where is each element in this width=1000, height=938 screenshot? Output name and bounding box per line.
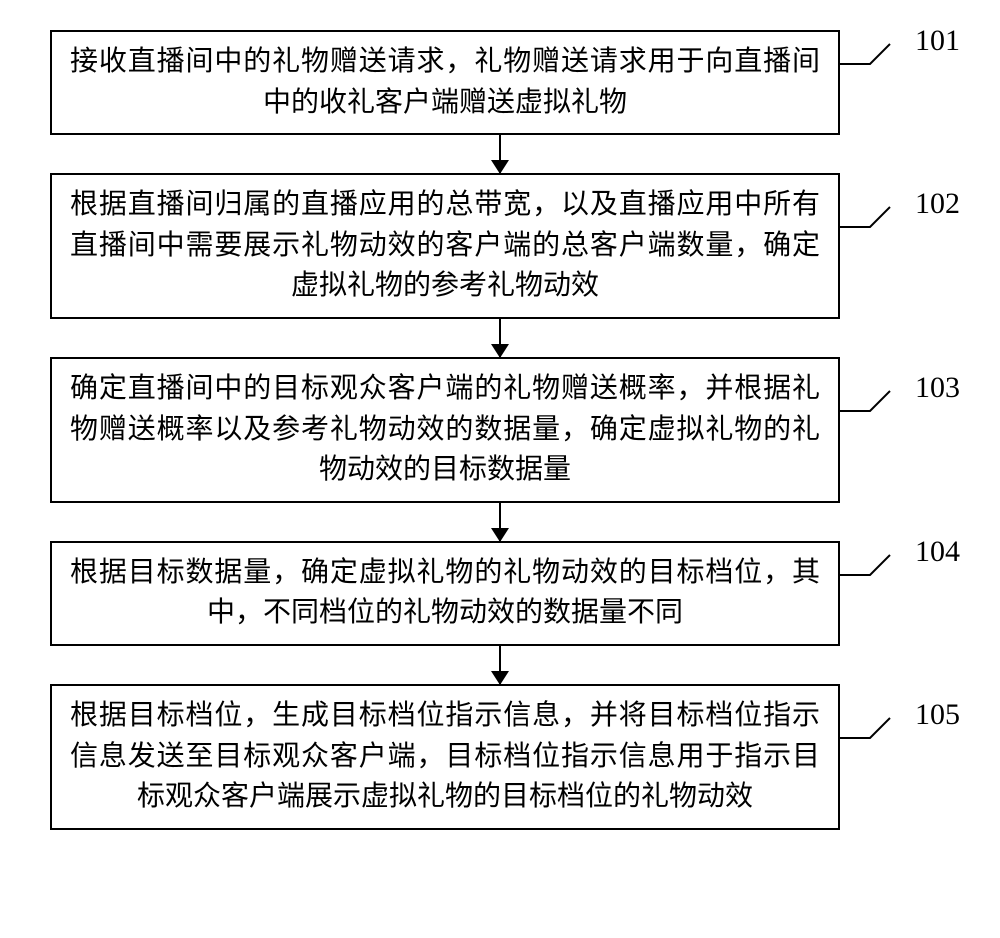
- label-lead-line: [838, 381, 898, 417]
- connector-arrow: [105, 646, 895, 684]
- step-box: 根据直播间归属的直播应用的总带宽，以及直播应用中所有直播间中需要展示礼物动效的客…: [50, 173, 840, 319]
- step-box: 根据目标档位，生成目标档位指示信息，并将目标档位指示信息发送至目标观众客户端，目…: [50, 684, 840, 830]
- step-105: 根据目标档位，生成目标档位指示信息，并将目标档位指示信息发送至目标观众客户端，目…: [50, 684, 950, 830]
- label-lead-line: [838, 197, 898, 233]
- step-label: 102: [915, 187, 960, 221]
- connector-arrow: [105, 135, 895, 173]
- step-box: 接收直播间中的礼物赠送请求，礼物赠送请求用于向直播间中的收礼客户端赠送虚拟礼物: [50, 30, 840, 135]
- step-label: 101: [915, 24, 960, 58]
- step-label: 103: [915, 371, 960, 405]
- step-103: 确定直播间中的目标观众客户端的礼物赠送概率，并根据礼物赠送概率以及参考礼物动效的…: [50, 357, 950, 503]
- step-101: 接收直播间中的礼物赠送请求，礼物赠送请求用于向直播间中的收礼客户端赠送虚拟礼物 …: [50, 30, 950, 135]
- label-lead-line: [838, 34, 898, 70]
- label-lead-line: [838, 545, 898, 581]
- step-label: 104: [915, 535, 960, 569]
- label-lead-line: [838, 708, 898, 744]
- step-102: 根据直播间归属的直播应用的总带宽，以及直播应用中所有直播间中需要展示礼物动效的客…: [50, 173, 950, 319]
- flowchart-container: 接收直播间中的礼物赠送请求，礼物赠送请求用于向直播间中的收礼客户端赠送虚拟礼物 …: [50, 30, 950, 830]
- connector-arrow: [105, 503, 895, 541]
- step-box: 确定直播间中的目标观众客户端的礼物赠送概率，并根据礼物赠送概率以及参考礼物动效的…: [50, 357, 840, 503]
- step-label: 105: [915, 698, 960, 732]
- step-104: 根据目标数据量，确定虚拟礼物的礼物动效的目标档位，其中，不同档位的礼物动效的数据…: [50, 541, 950, 646]
- step-box: 根据目标数据量，确定虚拟礼物的礼物动效的目标档位，其中，不同档位的礼物动效的数据…: [50, 541, 840, 646]
- connector-arrow: [105, 319, 895, 357]
